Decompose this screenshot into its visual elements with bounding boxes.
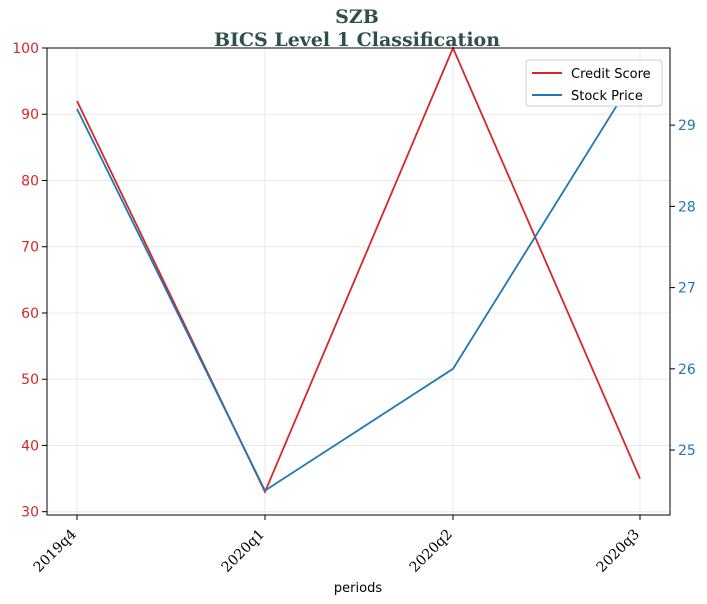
left-tick-label: 100 — [12, 41, 39, 57]
right-tick-label: 27 — [678, 281, 696, 297]
x-tick-label: 2020q1 — [219, 527, 268, 576]
x-tick-label: 2020q3 — [594, 527, 643, 576]
chart-subtitle: BICS Level 1 Classification — [214, 29, 500, 51]
left-tick-label: 40 — [21, 438, 39, 454]
plot-frame — [46, 47, 671, 516]
stock-price-line — [76, 67, 641, 492]
left-tick-label: 70 — [21, 240, 39, 256]
left-tick-label: 50 — [21, 372, 39, 388]
left-tick-label: 80 — [21, 173, 39, 189]
legend-label-1: Stock Price — [571, 89, 643, 104]
grid — [47, 47, 670, 515]
axes: 30 40 50 60 70 80 90 100 25 26 27 28 29 2019q4 2020q1 2… — [12, 41, 696, 576]
x-tick-label: 2019q4 — [31, 526, 80, 575]
right-tick-label: 28 — [678, 199, 696, 215]
left-tick-label: 90 — [21, 107, 39, 123]
x-axis-label: periods — [334, 581, 382, 596]
plot-area — [76, 45, 641, 494]
legend-label-0: Credit Score — [571, 67, 651, 82]
right-tick-label: 26 — [678, 362, 696, 378]
right-tick-label: 25 — [678, 443, 696, 459]
legend[interactable]: Credit Score Stock Price — [525, 59, 663, 107]
left-tick-label: 30 — [21, 505, 39, 521]
right-tick-label: 29 — [678, 118, 696, 134]
left-tick-label: 60 — [21, 306, 39, 322]
credit-score-line — [76, 45, 641, 494]
x-tick-label: 2020q2 — [407, 527, 456, 576]
chart-title: SZB — [335, 6, 379, 28]
